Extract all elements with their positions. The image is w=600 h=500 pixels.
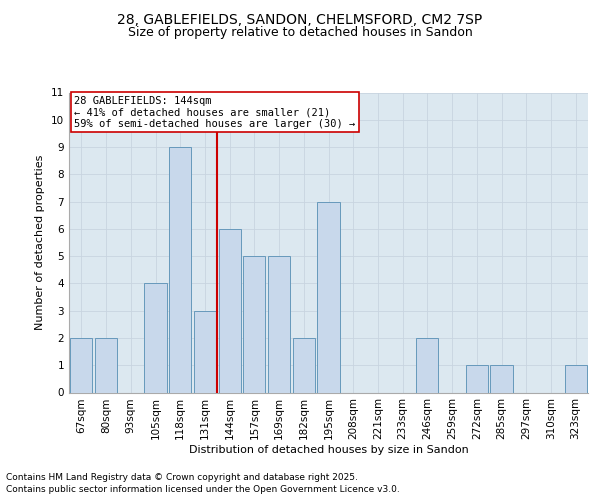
Bar [218,229,241,392]
Bar [145,284,167,393]
Bar [490,365,512,392]
Bar [466,365,488,392]
Text: 28 GABLEFIELDS: 144sqm
← 41% of detached houses are smaller (21)
59% of semi-det: 28 GABLEFIELDS: 144sqm ← 41% of detached… [74,96,355,128]
Bar [268,256,290,392]
Bar [416,338,439,392]
Bar [565,365,587,392]
X-axis label: Distribution of detached houses by size in Sandon: Distribution of detached houses by size … [188,445,469,455]
Text: Contains public sector information licensed under the Open Government Licence v3: Contains public sector information licen… [6,485,400,494]
Text: Contains HM Land Registry data © Crown copyright and database right 2025.: Contains HM Land Registry data © Crown c… [6,472,358,482]
Text: 28, GABLEFIELDS, SANDON, CHELMSFORD, CM2 7SP: 28, GABLEFIELDS, SANDON, CHELMSFORD, CM2… [118,12,482,26]
Text: Size of property relative to detached houses in Sandon: Size of property relative to detached ho… [128,26,472,39]
Bar [70,338,92,392]
Bar [194,310,216,392]
Bar [95,338,117,392]
Bar [243,256,265,392]
Y-axis label: Number of detached properties: Number of detached properties [35,155,46,330]
Bar [169,147,191,392]
Bar [317,202,340,392]
Bar [293,338,315,392]
